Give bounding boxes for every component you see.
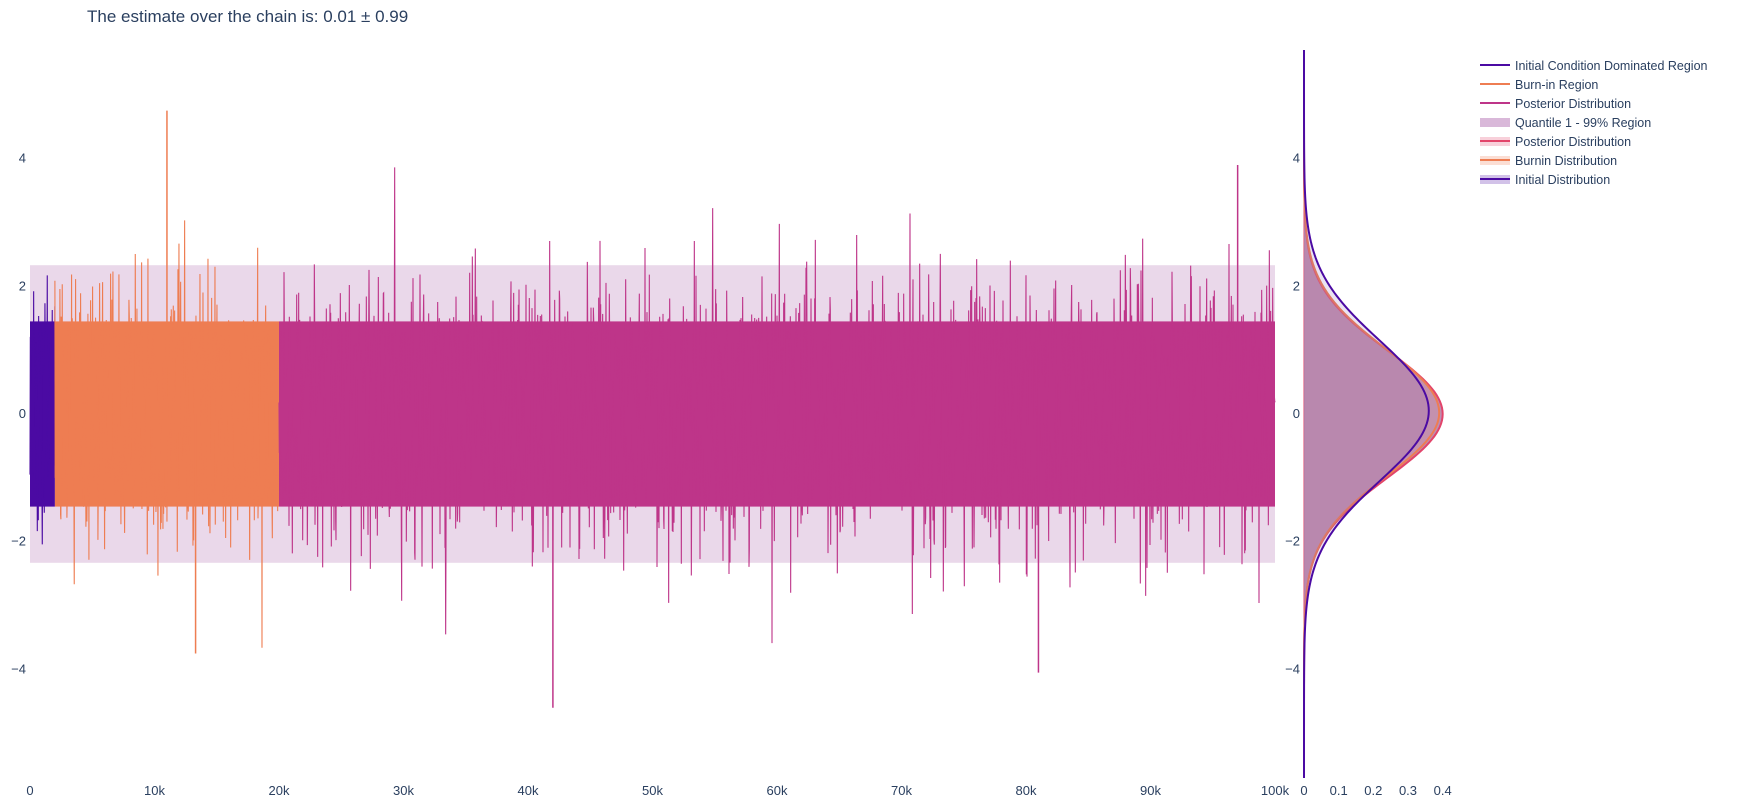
- legend-label: Initial Distribution: [1515, 172, 1611, 187]
- density-x-tick-label: 0.3: [1399, 783, 1417, 798]
- legend-swatch-icon: [1480, 154, 1510, 167]
- x-tick-label: 50k: [642, 783, 663, 798]
- legend-item[interactable]: Posterior Distribution: [1480, 132, 1707, 151]
- y-tick-label: −4: [11, 661, 26, 676]
- x-tick-label: 10k: [144, 783, 165, 798]
- density-x-tick-label: 0.1: [1330, 783, 1348, 798]
- y-tick-label: 4: [19, 151, 26, 166]
- legend-item[interactable]: Burnin Distribution: [1480, 151, 1707, 170]
- legend-swatch-icon: [1480, 173, 1510, 186]
- legend-label: Burn-in Region: [1515, 77, 1599, 92]
- trace-line: [29, 275, 56, 545]
- legend-swatch-icon: [1480, 135, 1510, 148]
- y-tick-label: −2: [11, 534, 26, 549]
- legend-label: Initial Condition Dominated Region: [1515, 58, 1708, 73]
- legend-label: Posterior Distribution: [1515, 134, 1632, 149]
- legend-label: Quantile 1 - 99% Region: [1515, 115, 1652, 130]
- y-tick-label: 2: [19, 278, 26, 293]
- legend-swatch-icon: [1480, 116, 1510, 129]
- legend-item[interactable]: Quantile 1 - 99% Region: [1480, 113, 1707, 132]
- legend-swatch-icon: [1480, 78, 1510, 91]
- density-y-tick-label: 2: [1293, 278, 1300, 293]
- density-y-tick-label: 4: [1293, 151, 1300, 166]
- x-tick-label: 60k: [767, 783, 788, 798]
- chart-title: The estimate over the chain is: 0.01 ± 0…: [87, 7, 409, 26]
- density-y-tick-label: −4: [1285, 661, 1300, 676]
- density-area: [1304, 50, 1429, 778]
- density-area: [1304, 50, 1443, 778]
- density-line: [1303, 50, 1430, 778]
- legend-swatch-icon: [1480, 97, 1510, 110]
- x-tick-label: 0: [26, 783, 33, 798]
- legend-label: Burnin Distribution: [1515, 153, 1618, 168]
- x-tick-label: 100k: [1261, 783, 1290, 798]
- legend[interactable]: Initial Condition Dominated Region Burn-i…: [1480, 56, 1707, 189]
- density-x-tick-label: 0: [1300, 783, 1307, 798]
- trace-line: [54, 220, 280, 648]
- legend-item[interactable]: Burn-in Region: [1480, 75, 1707, 94]
- x-tick-label: 30k: [393, 783, 414, 798]
- density-x-tick-label: 0.4: [1434, 783, 1452, 798]
- x-tick-label: 20k: [269, 783, 290, 798]
- trace-region: [278, 167, 1276, 644]
- trace-line: [278, 167, 1276, 644]
- legend-item[interactable]: Posterior Distribution: [1480, 94, 1707, 113]
- legend-item[interactable]: Initial Condition Dominated Region: [1480, 56, 1707, 75]
- legend-item[interactable]: Initial Distribution: [1480, 170, 1707, 189]
- density-y-tick-label: −2: [1285, 534, 1300, 549]
- x-tick-label: 70k: [891, 783, 912, 798]
- density-x-tick-label: 0.2: [1364, 783, 1382, 798]
- density-area: [1304, 50, 1440, 778]
- y-tick-label: 0: [19, 406, 26, 421]
- density-plot: −4 −2 0 2 4 0 0.1 0.2 0.3 0.4: [1285, 50, 1452, 798]
- x-tick-label: 40k: [518, 783, 539, 798]
- legend-swatch-icon: [1480, 59, 1510, 72]
- x-tick-label: 90k: [1140, 783, 1161, 798]
- trace-plot: −4 −2 0 2 4 0 10k 20k 30k 40k 50k 60k 70k 80k 90k 100k: [11, 110, 1290, 798]
- legend-label: Posterior Distribution: [1515, 96, 1632, 111]
- density-y-tick-label: 0: [1293, 406, 1300, 421]
- x-tick-label: 80k: [1016, 783, 1037, 798]
- trace-region: [29, 275, 56, 545]
